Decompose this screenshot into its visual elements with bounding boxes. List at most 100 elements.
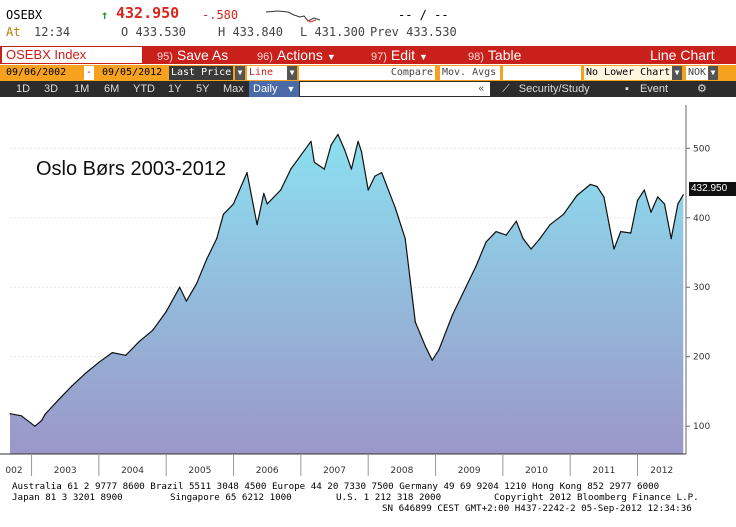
chart-type-label[interactable]: Line Chart <box>650 47 715 63</box>
data-point <box>613 248 615 250</box>
range-ytd[interactable]: YTD <box>133 83 155 95</box>
range-1d[interactable]: 1D <box>16 83 31 95</box>
data-point <box>330 144 332 146</box>
range-5y[interactable]: 5Y <box>196 83 210 95</box>
date-separator: - <box>84 66 95 80</box>
data-point <box>34 425 36 427</box>
data-point <box>266 203 268 205</box>
toolbar-input[interactable]: « <box>300 82 490 96</box>
data-point <box>313 161 315 163</box>
data-point <box>374 175 376 177</box>
range-1y[interactable]: 1Y <box>168 83 182 95</box>
table-label: Table <box>487 47 522 63</box>
ticker-symbol: OSEBX <box>6 8 43 22</box>
parameter-bar: 09/06/2002 - 09/05/2012 Last Price ▼ Lin… <box>0 65 736 81</box>
data-point <box>44 413 46 415</box>
lower-chart-dropdown-icon[interactable]: ▼ <box>672 66 682 80</box>
data-point <box>185 300 187 302</box>
range-max[interactable]: Max <box>223 83 244 95</box>
open-price: O 433.530 <box>121 25 187 39</box>
data-point <box>663 203 666 205</box>
caret-down-icon: ▼ <box>326 52 336 62</box>
data-point <box>125 354 127 356</box>
range-6m[interactable]: 6M <box>104 83 120 95</box>
style-dropdown-icon[interactable]: ▼ <box>287 66 297 80</box>
area-fill <box>10 134 684 454</box>
data-point <box>657 196 659 198</box>
data-point <box>530 248 532 250</box>
data-point <box>475 265 477 267</box>
quote-header: OSEBX ↑ 432.950 -.580 -- / -- <box>0 4 736 23</box>
frequency-select[interactable]: Daily ▼ <box>249 81 300 97</box>
data-point <box>451 314 453 316</box>
x-tick-label: 2006 <box>256 466 279 476</box>
menu-bar: OSEBX Index 95) Save As 96) Actions ▼ 97) Ed… <box>0 46 736 64</box>
x-tick-label: 2005 <box>188 466 211 476</box>
actions-menu[interactable]: 96) Actions ▼ <box>257 46 336 64</box>
caret-down-icon: ▼ <box>419 52 428 62</box>
security-field[interactable]: OSEBX Index <box>2 47 142 63</box>
x-tick-label: 2004 <box>121 466 144 476</box>
range-1m[interactable]: 1M <box>74 83 90 95</box>
compare-field[interactable]: Compare <box>299 66 435 80</box>
style-select[interactable]: Line <box>247 66 287 80</box>
table-button[interactable]: 98) Table <box>468 46 521 64</box>
data-point <box>98 361 100 363</box>
event-button[interactable]: ▪ Event <box>625 81 668 97</box>
bid-ask-value: -- / -- <box>398 8 449 22</box>
x-tick-label: 2009 <box>458 466 481 476</box>
data-point <box>179 286 181 288</box>
price-field-select[interactable]: Last Price <box>169 66 233 80</box>
data-point <box>41 420 43 422</box>
x-tick-label: 2012 <box>650 466 673 476</box>
settings-gear-icon[interactable]: ⚙ <box>697 83 707 95</box>
data-point <box>20 415 22 417</box>
last-price: 432.950 <box>116 4 180 22</box>
data-point <box>603 196 605 198</box>
currency-select[interactable]: NOK <box>686 66 710 80</box>
data-point <box>57 399 60 401</box>
data-point <box>280 189 282 191</box>
study-blank-field[interactable] <box>503 66 581 80</box>
actions-shortcut: 96) <box>257 51 273 63</box>
footer-singapore: Singapore 65 6212 1000 <box>170 492 292 503</box>
event-label: Event <box>639 83 669 95</box>
data-point <box>350 168 352 170</box>
data-point <box>337 133 339 135</box>
data-point <box>424 345 426 347</box>
mov-avgs-field[interactable]: Mov. Avgs <box>440 66 500 80</box>
y-tick-label: 400 <box>693 214 710 224</box>
currency-dropdown-icon[interactable]: ▼ <box>708 66 718 80</box>
data-point <box>246 172 248 174</box>
security-study-label: Security/Study <box>518 83 590 95</box>
x-tick-label: 2007 <box>323 466 346 476</box>
data-point <box>394 206 396 208</box>
security-study-button[interactable]: ⟋ Security/Study <box>502 81 590 97</box>
edit-menu[interactable]: 97) Edit ▼ <box>371 46 428 64</box>
footer-us: U.S. 1 212 318 2000 <box>336 492 442 503</box>
series-line <box>9 133 684 427</box>
frequency-label: Daily <box>253 83 278 95</box>
study-chart-icon: ⟋ <box>502 83 510 95</box>
price-field-dropdown-icon[interactable]: ▼ <box>235 66 245 80</box>
start-date-field[interactable]: 09/06/2002 <box>4 66 69 80</box>
data-point <box>539 238 541 240</box>
data-point <box>495 231 497 233</box>
data-point <box>111 352 113 354</box>
data-point <box>232 203 235 205</box>
y-tick-label: 300 <box>693 283 710 293</box>
data-point <box>310 140 312 142</box>
data-point <box>152 329 154 331</box>
quote-details: At 12:34 O 433.530 H 433.840 L 431.300 P… <box>0 24 736 40</box>
data-point <box>505 234 507 236</box>
frequency-dropdown-icon: ▼ <box>286 84 296 94</box>
chart-title: Oslo Børs 2003-2012 <box>36 158 227 180</box>
data-point <box>650 211 652 213</box>
save-as-button[interactable]: 95) Save As <box>157 46 228 64</box>
high-price: H 433.840 <box>218 25 284 39</box>
range-3d[interactable]: 3D <box>44 83 59 95</box>
end-date-field[interactable]: 09/05/2012 <box>100 66 165 80</box>
lower-chart-select[interactable]: No Lower Chart <box>584 66 674 80</box>
data-point <box>323 168 325 170</box>
footer-japan: Japan 81 3 3201 8900 <box>12 492 123 503</box>
